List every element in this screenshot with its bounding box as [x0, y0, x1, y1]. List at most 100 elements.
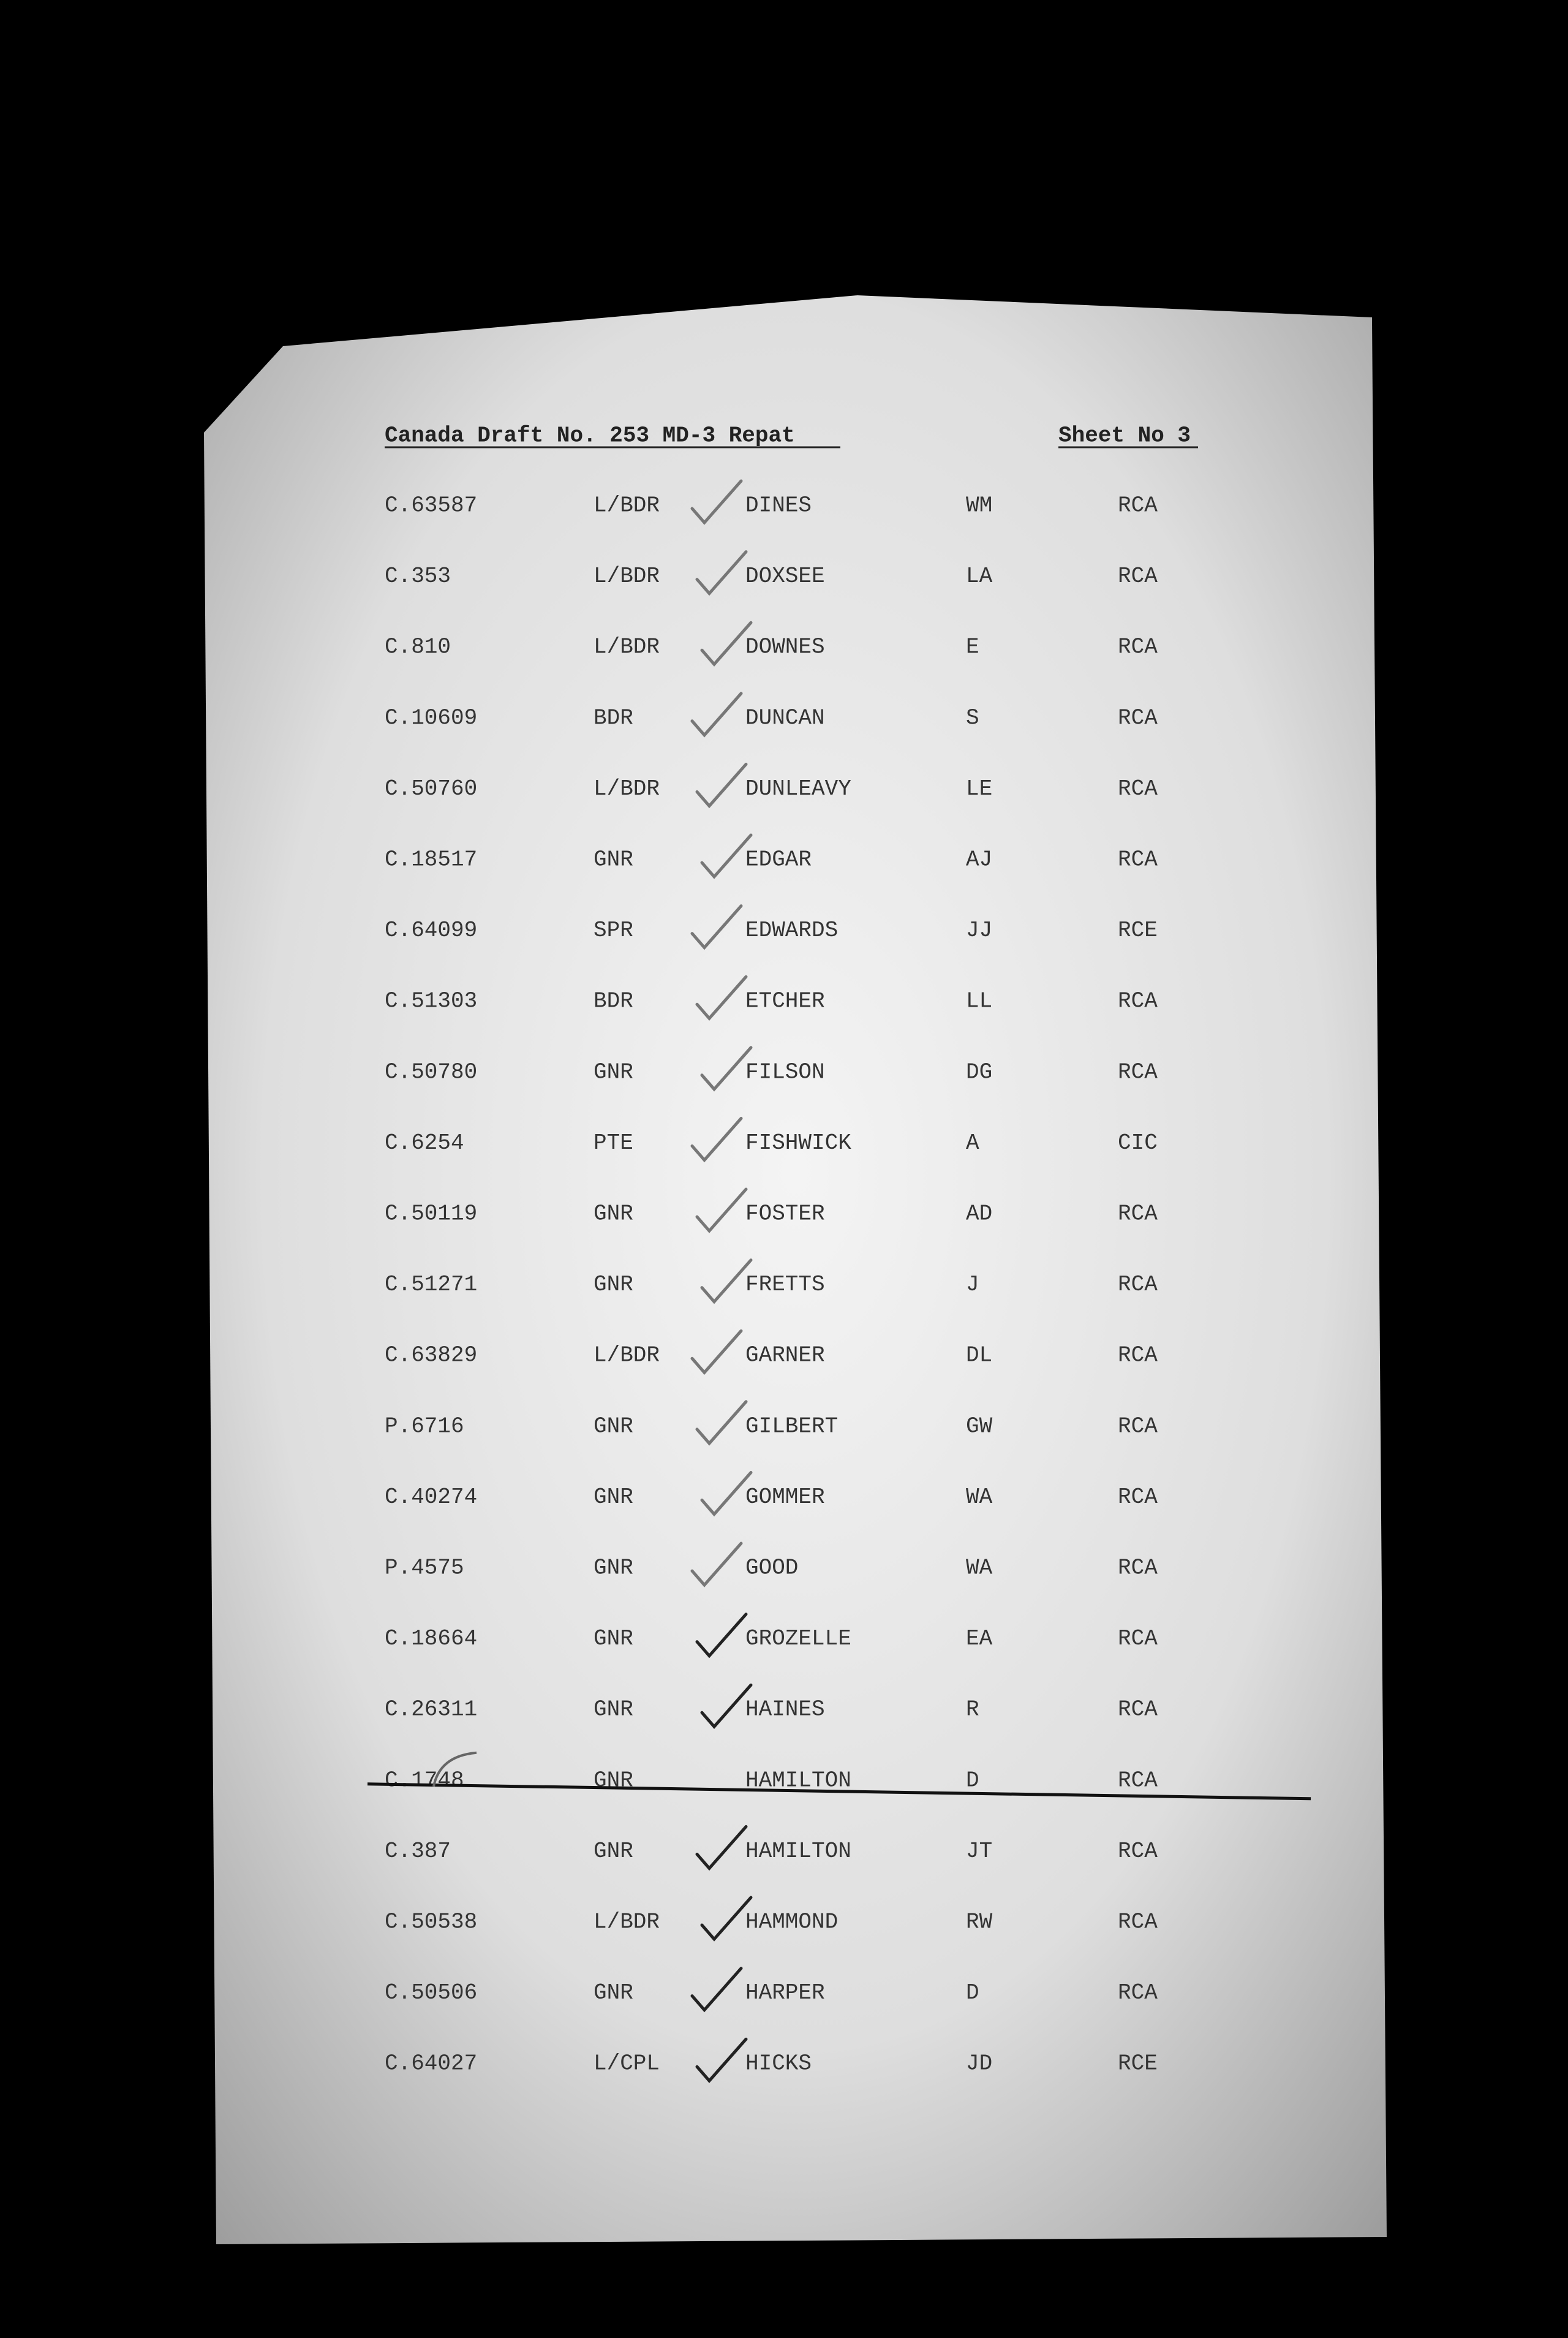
check-mark: [695, 1613, 748, 1659]
service-number: C.51271: [385, 1272, 477, 1297]
strike-line: [367, 1782, 1311, 1801]
surname: FISHWICK: [745, 1130, 851, 1156]
initials: AD: [966, 1201, 992, 1227]
surname: GOMMER: [745, 1485, 825, 1510]
check-mark: [690, 1967, 743, 2013]
initials: AJ: [966, 847, 992, 872]
initials: E: [966, 635, 979, 660]
surname: FOSTER: [745, 1201, 825, 1227]
service-number: C.50506: [385, 1980, 477, 2005]
unit: RCA: [1118, 1485, 1158, 1510]
initials: DL: [966, 1343, 992, 1368]
initials: RW: [966, 1910, 993, 1935]
surname: DUNCAN: [745, 705, 825, 730]
service-number: C.50538: [385, 1910, 477, 1935]
service-number: C.10609: [385, 705, 477, 730]
rank: GNR: [594, 1626, 633, 1651]
check-mark: [695, 1400, 748, 1446]
check-mark: [700, 1046, 753, 1092]
initials: A: [966, 1130, 979, 1156]
check-mark: [690, 904, 743, 950]
unit: RCA: [1118, 564, 1158, 589]
rank: GNR: [594, 1272, 633, 1297]
rank: PTE: [594, 1130, 633, 1156]
initials: R: [966, 1697, 979, 1722]
check-mark: [690, 1116, 743, 1163]
unit: CIC: [1118, 1130, 1158, 1156]
rank: L/BDR: [594, 776, 660, 801]
initials: EA: [966, 1626, 993, 1651]
initials: WM: [966, 493, 992, 518]
surname: EDGAR: [745, 847, 812, 872]
check-mark: [695, 975, 748, 1021]
initials: WA: [966, 1556, 993, 1581]
unit: RCA: [1118, 1839, 1158, 1864]
unit: RCA: [1118, 1910, 1158, 1935]
table: C.63587 L/BDR DINES WM RCA C.353 L/BDR DOXSEE LA…: [367, 479, 1311, 2083]
surname: DUNLEAVY: [745, 776, 851, 801]
rank: GNR: [594, 1697, 633, 1722]
check-mark: [695, 1187, 748, 1233]
check-mark: [695, 762, 748, 809]
initials: GW: [966, 1413, 993, 1439]
unit: RCA: [1118, 1343, 1158, 1368]
initials: LA: [966, 564, 993, 589]
check-mark: [690, 479, 743, 525]
unit: RCA: [1118, 776, 1158, 801]
rank: GNR: [594, 1485, 633, 1510]
service-number: P.4575: [385, 1556, 464, 1581]
service-number: C.63829: [385, 1343, 477, 1368]
pencil-mark: [432, 1751, 477, 1787]
unit: RCA: [1118, 705, 1158, 730]
rank: L/BDR: [594, 1343, 660, 1368]
rank: BDR: [594, 989, 633, 1014]
unit: RCA: [1118, 1768, 1158, 1793]
check-mark: [700, 1258, 753, 1304]
surname: GARNER: [745, 1343, 825, 1368]
unit: RCA: [1118, 1556, 1158, 1581]
rank: L/BDR: [594, 564, 660, 589]
surname: ETCHER: [745, 989, 825, 1014]
check-mark: [695, 2037, 748, 2083]
initials: WA: [966, 1485, 993, 1510]
service-number: C.64099: [385, 918, 477, 943]
service-number: C.26311: [385, 1697, 477, 1722]
surname: FILSON: [745, 1059, 825, 1084]
rank: GNR: [594, 1201, 633, 1227]
service-number: C.40274: [385, 1485, 477, 1510]
surname: HAMMOND: [745, 1910, 838, 1935]
rank: GNR: [594, 1413, 633, 1439]
service-number: C.18664: [385, 1626, 477, 1651]
unit: RCE: [1118, 918, 1158, 943]
surname: DOXSEE: [745, 564, 825, 589]
unit: RCA: [1118, 493, 1158, 518]
service-number: C.6254: [385, 1130, 464, 1156]
rank: GNR: [594, 1980, 633, 2005]
sheet-number: Sheet No 3: [1058, 423, 1191, 448]
check-mark: [700, 621, 753, 667]
rank: BDR: [594, 705, 633, 730]
unit: RCA: [1118, 1201, 1158, 1227]
check-mark: [695, 1825, 748, 1871]
surname: EDWARDS: [745, 918, 838, 943]
rank: L/CPL: [594, 2051, 660, 2076]
service-number: P.6716: [385, 1413, 464, 1439]
service-number: C.64027: [385, 2051, 477, 2076]
initials: JT: [966, 1839, 992, 1864]
unit: RCA: [1118, 1697, 1158, 1722]
surname: GOOD: [745, 1556, 798, 1581]
service-number: C.387: [385, 1839, 451, 1864]
unit: RCA: [1118, 1059, 1158, 1084]
unit: RCA: [1118, 635, 1158, 660]
service-number: C.810: [385, 635, 451, 660]
paper: [204, 295, 1387, 2244]
check-mark: [690, 1542, 743, 1587]
surname: HARPER: [745, 1980, 825, 2005]
service-number: C.353: [385, 564, 451, 589]
rank: L/BDR: [594, 1910, 660, 1935]
rank: GNR: [594, 1059, 633, 1084]
service-number: C.50760: [385, 776, 477, 801]
initials: D: [966, 1980, 979, 2005]
surname: HICKS: [745, 2051, 812, 2076]
